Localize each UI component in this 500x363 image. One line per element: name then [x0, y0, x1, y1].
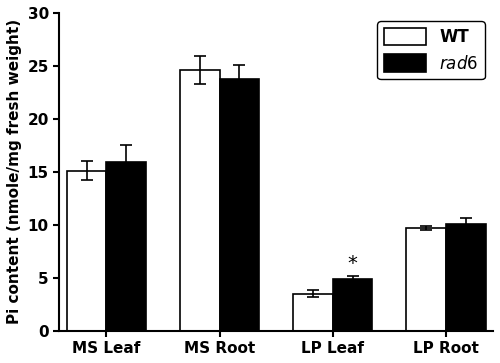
Bar	[333, 279, 372, 331]
Y-axis label: Pi content (nmole/mg fresh weight): Pi content (nmole/mg fresh weight)	[7, 19, 22, 325]
Bar	[406, 228, 446, 331]
Legend: WT, $\it{rad6}$: WT, $\it{rad6}$	[378, 21, 484, 79]
Bar	[220, 79, 259, 331]
Bar	[446, 224, 486, 331]
Bar	[67, 171, 106, 331]
Bar	[180, 70, 220, 331]
Text: *: *	[348, 254, 358, 273]
Bar	[293, 294, 333, 331]
Bar	[106, 162, 146, 331]
